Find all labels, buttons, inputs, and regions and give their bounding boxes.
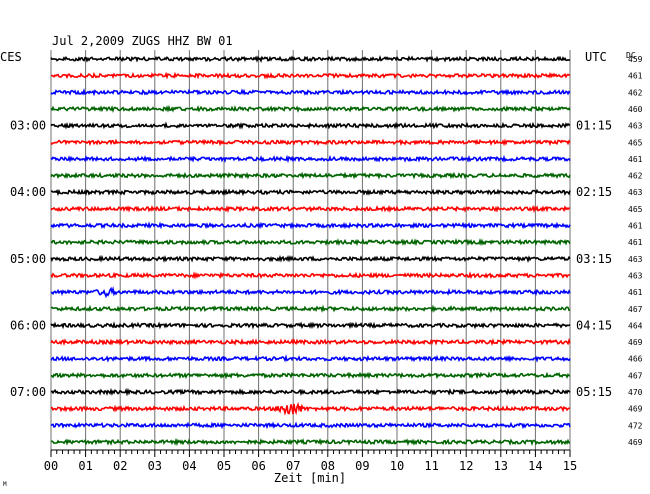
dc-offset-value: 460: [628, 105, 643, 114]
seismic-trace: [50, 387, 571, 397]
hour-label-utc: 05:15: [576, 385, 612, 399]
dc-offset-value: 463: [628, 255, 643, 264]
x-tick-label: 05: [217, 459, 231, 473]
seismic-trace: [50, 54, 571, 63]
seismic-trace: [50, 337, 571, 347]
dc-offset-value: 463: [628, 271, 643, 280]
dc-offset-value: 469: [628, 438, 643, 447]
labels: Jul 2,2009 ZUGS HHZ BW 01 CES UTC DC Zei…: [0, 34, 643, 488]
dc-offset-value: 464: [628, 321, 643, 330]
hour-label-utc: 04:15: [576, 318, 612, 332]
dc-offset-value: 462: [628, 172, 643, 181]
x-tick-label: 11: [424, 459, 438, 473]
seismic-trace: [50, 204, 571, 214]
x-tick-label: 12: [459, 459, 473, 473]
dc-offset-value: 463: [628, 188, 643, 197]
dc-offset-value: 461: [628, 72, 643, 81]
seismic-trace: [50, 285, 571, 299]
hour-label-utc: 03:15: [576, 252, 612, 266]
seismic-trace: [50, 371, 571, 380]
dc-offset-value: 472: [628, 421, 643, 430]
dc-offset-value: 469: [628, 338, 643, 347]
seismic-trace: [50, 221, 571, 230]
hour-label-local: 04:00: [10, 185, 46, 199]
dc-offset-value: 467: [628, 371, 643, 380]
x-tick-label: 01: [78, 459, 92, 473]
dc-offset-value: 466: [628, 355, 643, 364]
x-tick-label: 07: [286, 459, 300, 473]
dc-offset-value: 470: [628, 388, 643, 397]
dc-header: DC: [626, 51, 636, 60]
seismic-trace: [50, 421, 571, 430]
chart-title: Jul 2,2009 ZUGS HHZ BW 01: [52, 34, 233, 48]
dc-offset-value: 461: [628, 238, 643, 247]
seismic-trace: [50, 238, 571, 247]
hour-label-local: 05:00: [10, 252, 46, 266]
seismic-trace: [50, 354, 571, 363]
seismic-trace: [50, 321, 571, 330]
hour-label-local: 06:00: [10, 318, 46, 332]
seismic-trace: [50, 104, 571, 114]
seismic-trace: [50, 401, 570, 416]
x-tick-label: 03: [148, 459, 162, 473]
dc-offset-value: 465: [628, 205, 643, 214]
x-tick-label: 13: [494, 459, 508, 473]
seismic-trace: [50, 88, 571, 97]
x-tick-label: 09: [355, 459, 369, 473]
x-tick-label: 02: [113, 459, 127, 473]
dc-offset-value: 467: [628, 305, 643, 314]
x-tick-label: 08: [321, 459, 335, 473]
footer-mark: M: [3, 481, 7, 488]
x-tick-label: 14: [528, 459, 542, 473]
hour-label-local: 07:00: [10, 385, 46, 399]
hour-label-local: 03:00: [10, 119, 46, 133]
right-header: UTC: [585, 50, 607, 64]
dc-offset-value: 461: [628, 288, 643, 297]
dc-offset-value: 469: [628, 405, 643, 414]
seismic-trace: [50, 188, 571, 197]
x-tick-label: 06: [251, 459, 265, 473]
seismic-trace: [50, 254, 571, 263]
hour-label-utc: 02:15: [576, 185, 612, 199]
traces: [50, 54, 571, 447]
left-header: CES: [0, 50, 22, 64]
x-axis-label: Zeit [min]: [274, 471, 346, 485]
seismic-trace: [50, 154, 571, 164]
dc-offset-value: 459: [628, 55, 643, 64]
seismic-trace: [50, 121, 571, 130]
x-axis: 00 01 02 03 04 05 06 07 08 09 10 11 12 13 14 15: [44, 449, 577, 473]
hour-label-utc: 01:15: [576, 119, 612, 133]
dc-offset-value: 465: [628, 138, 643, 147]
x-tick-label: 15: [563, 459, 577, 473]
x-tick-label: 04: [182, 459, 196, 473]
seismic-trace: [50, 437, 571, 447]
seismic-trace: [50, 304, 571, 313]
grid-lines: [50, 50, 571, 450]
seismic-trace: [51, 71, 571, 80]
seismic-trace: [50, 171, 571, 180]
x-tick-label: 10: [390, 459, 404, 473]
seismic-trace: [50, 271, 571, 280]
dc-offset-value: 462: [628, 88, 643, 97]
seismic-trace: [50, 138, 571, 147]
dc-offset-value: 461: [628, 155, 643, 164]
dc-offset-value: 463: [628, 122, 643, 131]
dc-offset-value: 461: [628, 222, 643, 231]
x-tick-label: 00: [44, 459, 58, 473]
